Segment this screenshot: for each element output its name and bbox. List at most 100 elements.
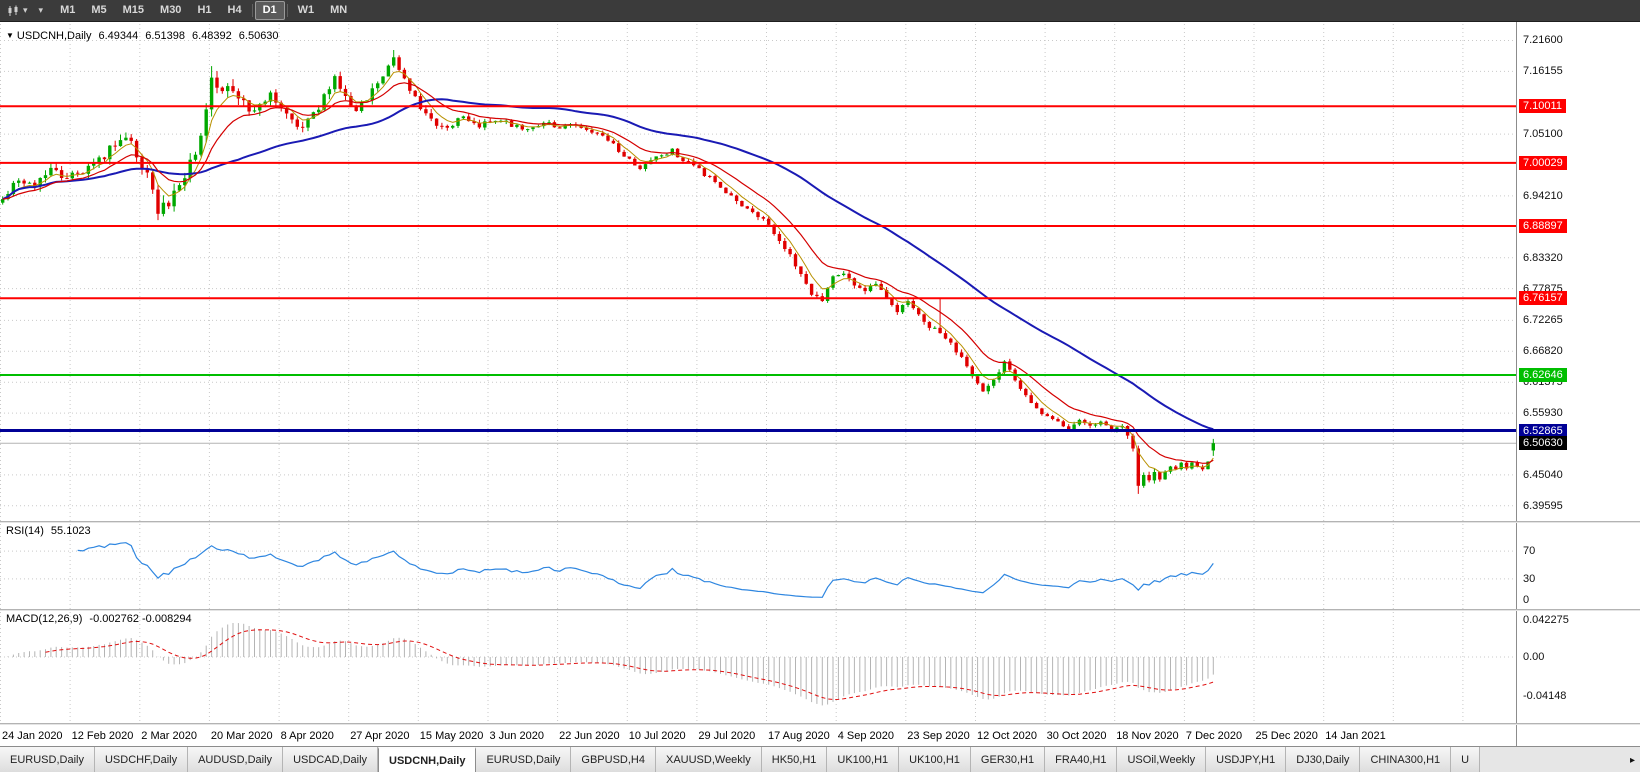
time-scale-label: 22 Jun 2020 (559, 730, 620, 742)
time-scale-label: 3 Jun 2020 (490, 730, 544, 742)
time-scale-label: 4 Sep 2020 (838, 730, 894, 742)
price-level-badge: 6.88897 (1519, 219, 1567, 234)
rsi-value: 55.1023 (50, 525, 91, 537)
pane-splitter[interactable] (0, 521, 1640, 523)
chart-canvas[interactable]: 24 Jan 2020 12 Feb 2020 2 Mar 2020 20 Mar 2… (0, 22, 1516, 746)
timeframe-button-h1[interactable]: H1 (197, 4, 212, 16)
price-scale-tick: 7.21600 (1523, 34, 1563, 47)
chart-background (0, 22, 1516, 746)
price-scale-tick: 6.94210 (1523, 189, 1563, 202)
time-scale-label: 10 Jul 2020 (629, 730, 686, 742)
chart-tab-gbpusd-h4[interactable]: GBPUSD,H4 (571, 747, 656, 772)
time-scale: 24 Jan 2020 12 Feb 2020 2 Mar 2020 20 Mar 2… (2, 730, 1386, 742)
chart-tab-audusd-daily[interactable]: AUDUSD,Daily (188, 747, 284, 772)
price-scale[interactable]: 7.21600 7.16155 7.05100 6.94210 6.83320 6.778… (1516, 22, 1640, 746)
toolbar-separator (286, 4, 288, 17)
macd-name-label: MACD(12,26,9) (6, 613, 83, 625)
timeframe-button-w1[interactable]: W1 (297, 4, 315, 16)
chart-tab-bar: EURUSD,Daily USDCHF,Daily AUDUSD,Daily USDC… (0, 746, 1640, 772)
time-scale-label: 24 Jan 2020 (2, 730, 63, 742)
chart-tab-usdchf-daily[interactable]: USDCHF,Daily (94, 747, 189, 772)
timeframe-button-h4[interactable]: H4 (227, 4, 242, 16)
time-scale-label: 15 May 2020 (420, 730, 484, 742)
time-scale-label: 29 Jul 2020 (698, 730, 755, 742)
time-scale-label: 12 Feb 2020 (72, 730, 134, 742)
ohlc-low: 6.48392 (192, 30, 232, 42)
chart-tab-hk50-h1[interactable]: HK50,H1 (761, 747, 828, 772)
pane-splitter[interactable] (0, 723, 1640, 725)
chart-tab-uk100-h1[interactable]: UK100,H1 (827, 747, 900, 772)
ma-slow-line (2, 98, 1214, 431)
macd-scale-label: 0.00 (1523, 651, 1545, 663)
ohlc-open: 6.49344 (98, 30, 139, 42)
timeframe-toolbar: ▾ ▾ M1 M5 M15 M30 H1 H4 D1 W1 MN (0, 0, 1640, 22)
chart-tab-uk100-h1[interactable]: UK100,H1 (899, 747, 971, 772)
toolbar-separator (251, 4, 253, 17)
time-scale-label: 18 Nov 2020 (1116, 730, 1178, 742)
chart-options-dropdown[interactable]: ▾ (33, 1, 48, 21)
time-scale-label: 30 Oct 2020 (1047, 730, 1107, 742)
rsi-scale-label: 0 (1523, 593, 1530, 606)
time-scale-label: 25 Dec 2020 (1256, 730, 1318, 742)
chart-tab-usdjpy-h1[interactable]: USDJPY,H1 (1206, 747, 1287, 772)
macd-values: -0.002762 -0.008294 (89, 613, 192, 625)
candlestick-chart-icon (8, 5, 18, 16)
price-scale-tick: 6.72265 (1523, 314, 1563, 327)
timeframe-button-m30[interactable]: M30 (160, 4, 182, 16)
current-price-badge: 6.50630 (1519, 436, 1567, 451)
time-scale-label: 20 Mar 2020 (211, 730, 273, 742)
macd-scale-label: -0.04148 (1523, 690, 1567, 702)
rsi-name-label: RSI(14) (6, 525, 44, 537)
chart-tab-usdcad-daily[interactable]: USDCAD,Daily (283, 747, 379, 772)
collapse-arrow-icon[interactable]: ▼ (6, 31, 14, 40)
price-scale-tick: 7.16155 (1523, 65, 1563, 78)
macd-histogram (7, 623, 1214, 706)
chart-tab-usoil-weekly[interactable]: USOil,Weekly (1117, 747, 1207, 772)
chart-tab-china300-h1[interactable]: CHINA300,H1 (1360, 747, 1452, 772)
chart-symbol-label: USDCNH,Daily (16, 30, 92, 42)
pane-splitter[interactable] (0, 609, 1640, 611)
chart-tab-xauusd-weekly[interactable]: XAUUSD,Weekly (655, 747, 762, 772)
ohlc-close: 6.50630 (238, 30, 279, 42)
timeframe-button-m5[interactable]: M5 (91, 4, 107, 16)
chart-tab-ger30-h1[interactable]: GER30,H1 (970, 747, 1046, 772)
rsi-scale-label: 30 (1523, 572, 1536, 585)
time-scale-label: 23 Sep 2020 (907, 730, 969, 742)
ohlc-high: 6.51398 (145, 30, 186, 42)
price-level-badge: 6.62646 (1519, 368, 1567, 383)
time-scale-label: 7 Dec 2020 (1186, 730, 1242, 742)
time-scale-label: 14 Jan 2021 (1325, 730, 1386, 742)
chart-tab-usdcnh-daily[interactable]: USDCNH,Daily (378, 747, 477, 772)
chevron-down-icon: ▾ (23, 5, 28, 15)
chevron-down-icon: ▾ (38, 5, 44, 15)
macd-scale-label: 0.042275 (1523, 614, 1569, 626)
candles-layer (1, 50, 1215, 494)
timeframe-button-m15[interactable]: M15 (122, 4, 145, 16)
chart-tab-u[interactable]: U (1451, 747, 1481, 772)
timeframe-button-mn[interactable]: MN (330, 4, 348, 16)
price-level-badge: 6.52865 (1519, 423, 1567, 438)
price-scale-tick: 7.05100 (1523, 128, 1563, 141)
chart-tab-eurusd-daily[interactable]: EURUSD,Daily (0, 747, 95, 772)
time-scale-label: 17 Aug 2020 (768, 730, 830, 742)
time-scale-label: 27 Apr 2020 (350, 730, 409, 742)
time-scale-label: 12 Oct 2020 (977, 730, 1037, 742)
price-level-badge: 6.76157 (1519, 291, 1567, 306)
chart-tab-eurusd-daily[interactable]: EURUSD,Daily (476, 747, 572, 772)
macd-pane-title: MACD(12,26,9) -0.002762 -0.008294 (6, 613, 192, 625)
chart-title: ▼ USDCNH,Daily 6.49344 6.51398 6.48392 6.5063… (6, 30, 279, 42)
price-level-badge: 7.10011 (1519, 99, 1566, 114)
timeframe-button-d1[interactable]: D1 (254, 1, 285, 20)
chart-type-button[interactable]: ▾ (3, 1, 32, 21)
tab-scroll-right-icon[interactable]: ▸ (1629, 754, 1635, 766)
time-scale-label: 2 Mar 2020 (141, 730, 197, 742)
timeframe-button-m1[interactable]: M1 (60, 4, 76, 16)
price-scale-tick: 6.55930 (1523, 407, 1563, 420)
time-scale-label: 8 Apr 2020 (281, 730, 334, 742)
rsi-line (77, 542, 1214, 598)
chart-tab-fra40-h1[interactable]: FRA40,H1 (1045, 747, 1118, 772)
price-scale-tick: 6.45040 (1523, 468, 1563, 481)
price-level-badge: 7.00029 (1519, 155, 1567, 170)
price-scale-tick: 6.83320 (1523, 251, 1563, 264)
chart-tab-dj30-daily[interactable]: DJ30,Daily (1286, 747, 1361, 772)
